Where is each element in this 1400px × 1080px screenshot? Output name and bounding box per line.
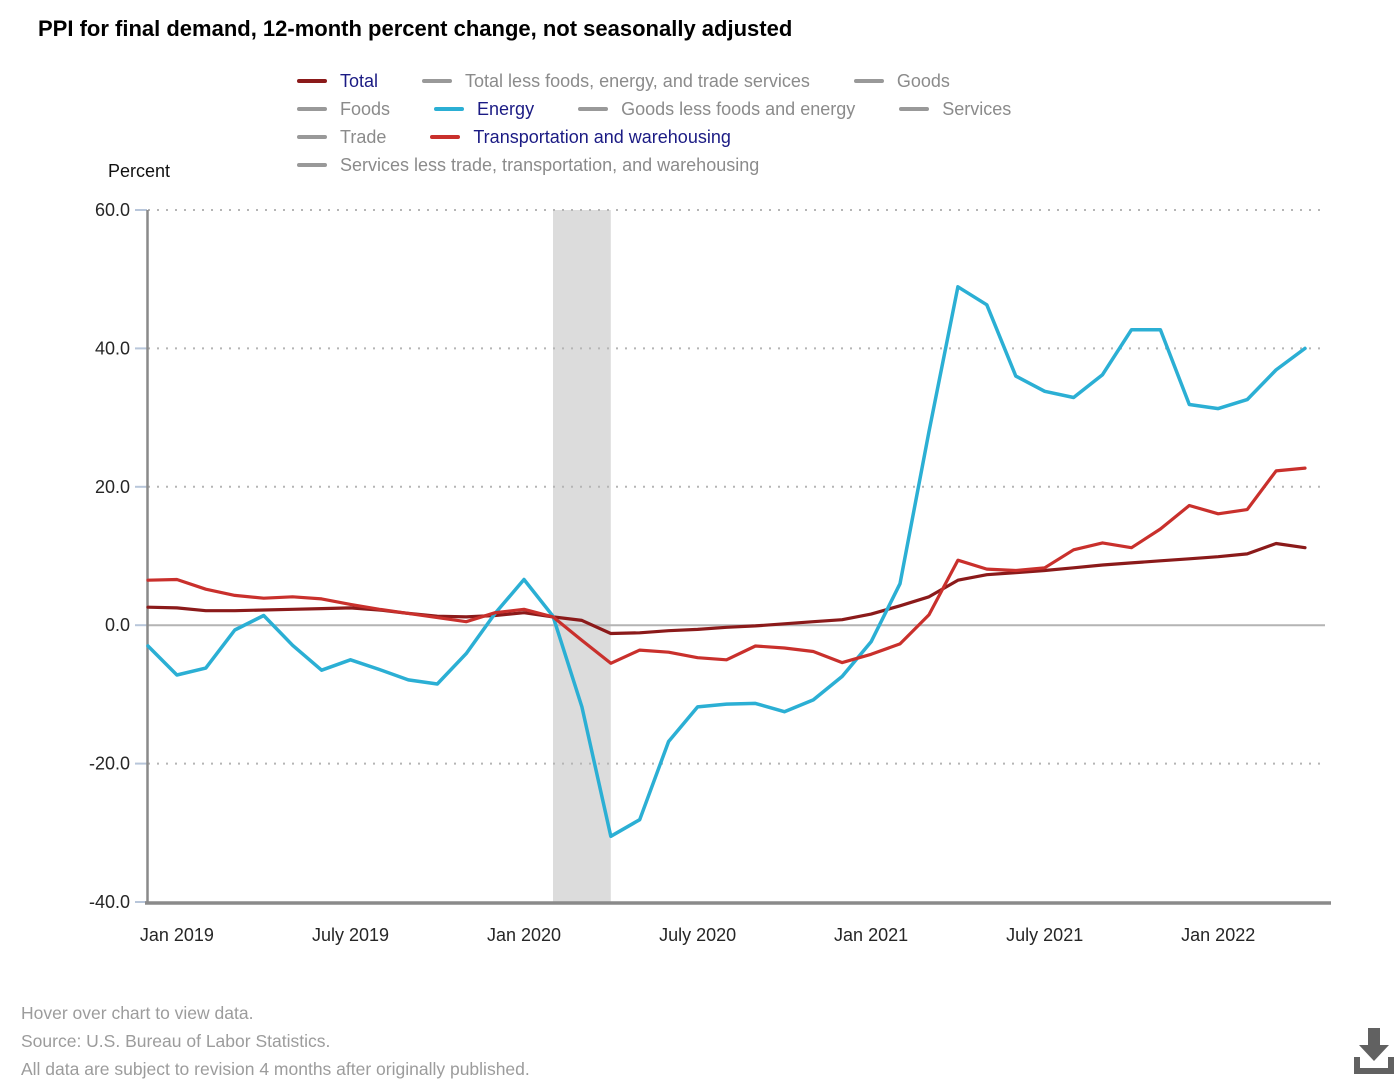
legend-item-services[interactable]: Services xyxy=(899,99,1011,120)
footer-source-note: Source: U.S. Bureau of Labor Statistics. xyxy=(21,1031,331,1051)
legend-item-trade[interactable]: Trade xyxy=(297,127,386,148)
series-line-transportation-and-warehousing xyxy=(146,466,1307,665)
legend-swatch-energy xyxy=(434,107,465,111)
x-tick-label: July 2019 xyxy=(312,925,389,945)
footer-notes: Hover over chart to view data. Source: U… xyxy=(21,999,530,1080)
x-tick-label: Jan 2019 xyxy=(140,925,214,945)
page-title: PPI for final demand, 12-month percent c… xyxy=(38,16,793,41)
y-tick-label: 20.0 xyxy=(95,477,130,497)
legend-swatch-goods xyxy=(853,79,884,83)
y-tick-label: -40.0 xyxy=(89,892,130,912)
y-tick-label: 40.0 xyxy=(95,338,130,358)
download-icon[interactable] xyxy=(1350,1026,1398,1076)
x-tick-label: Jan 2022 xyxy=(1181,925,1255,945)
legend-swatch-trade xyxy=(297,135,327,139)
x-tick-label: July 2020 xyxy=(659,925,736,945)
legend-swatch-services xyxy=(899,107,930,111)
legend-item-goods[interactable]: Goods xyxy=(853,70,950,92)
legend-swatch-goods-less xyxy=(578,107,609,111)
legend-label: Energy xyxy=(477,98,535,119)
legend-swatch-foods xyxy=(297,107,327,111)
legend-label: Foods xyxy=(340,98,391,119)
legend-label: Total xyxy=(340,70,379,91)
legend-row: Trade Transportation and warehousing xyxy=(297,123,1011,151)
y-tick-label: 60.0 xyxy=(95,200,130,220)
x-tick-label: Jan 2021 xyxy=(834,925,908,945)
footer-hover-note: Hover over chart to view data. xyxy=(21,1003,254,1023)
legend-label: Services xyxy=(942,98,1012,119)
legend-swatch-transportation xyxy=(430,135,461,139)
y-tick-label: 0.0 xyxy=(105,615,130,635)
legend-label: Goods xyxy=(896,70,950,91)
download-arrow-head xyxy=(1359,1045,1389,1061)
legend-swatch-total xyxy=(297,79,327,83)
footer-revision-note: All data are subject to revision 4 month… xyxy=(21,1059,530,1079)
legend-label: Total less foods, energy, and trade serv… xyxy=(465,70,810,91)
download-tray xyxy=(1354,1057,1394,1074)
legend: Total Total less foods, energy, and trad… xyxy=(297,67,1011,179)
download-arrow-stem xyxy=(1368,1028,1380,1045)
x-tick-label: July 2021 xyxy=(1006,925,1083,945)
legend-item-foods[interactable]: Foods xyxy=(297,99,390,120)
y-axis-title: Percent xyxy=(108,161,171,181)
legend-label: Trade xyxy=(340,126,387,147)
legend-swatch-services-less xyxy=(297,163,327,167)
legend-item-total[interactable]: Total xyxy=(297,71,378,92)
legend-label: Services less trade, transportation, and… xyxy=(340,154,760,175)
legend-item-transportation-warehousing[interactable]: Transportation and warehousing xyxy=(430,127,731,148)
legend-row: Total Total less foods, energy, and trad… xyxy=(297,67,1011,95)
y-tick-label: -20.0 xyxy=(89,754,130,774)
series-line-total xyxy=(146,541,1307,636)
legend-label: Transportation and warehousing xyxy=(473,126,731,147)
x-tick-label: Jan 2020 xyxy=(487,925,561,945)
legend-row: Services less trade, transportation, and… xyxy=(297,151,1011,179)
legend-item-services-less-trade-transportation[interactable]: Services less trade, transportation, and… xyxy=(297,155,759,176)
series-line-energy xyxy=(146,285,1307,839)
legend-swatch-total-less xyxy=(422,79,453,83)
legend-row: Foods Energy Goods less foods and energy… xyxy=(297,95,1011,123)
legend-label: Goods less foods and energy xyxy=(621,98,856,119)
legend-item-goods-less-foods-energy[interactable]: Goods less foods and energy xyxy=(578,99,855,120)
legend-item-energy[interactable]: Energy xyxy=(434,99,534,120)
legend-item-total-less-foods-energy-trade[interactable]: Total less foods, energy, and trade serv… xyxy=(422,71,810,92)
